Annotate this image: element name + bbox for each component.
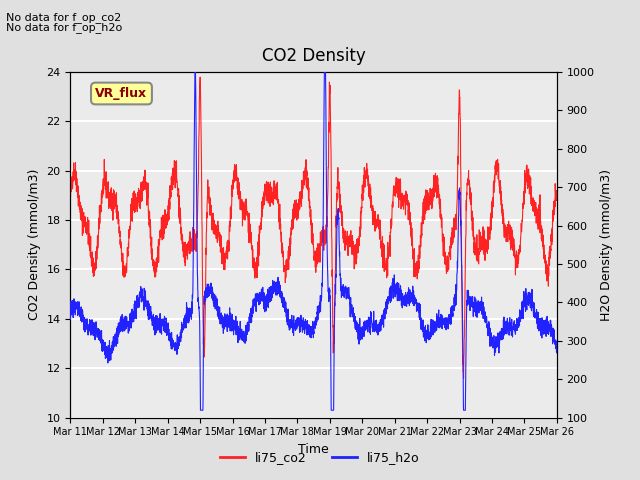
Y-axis label: CO2 Density (mmol/m3): CO2 Density (mmol/m3) (28, 169, 41, 321)
Title: CO2 Density: CO2 Density (262, 47, 365, 65)
Text: VR_flux: VR_flux (95, 87, 148, 100)
Legend: li75_co2, li75_h2o: li75_co2, li75_h2o (215, 446, 425, 469)
X-axis label: Time: Time (298, 443, 329, 456)
Y-axis label: H2O Density (mmol/m3): H2O Density (mmol/m3) (600, 169, 613, 321)
Text: No data for f_op_co2: No data for f_op_co2 (6, 12, 122, 23)
Text: No data for f_op_h2o: No data for f_op_h2o (6, 22, 123, 33)
